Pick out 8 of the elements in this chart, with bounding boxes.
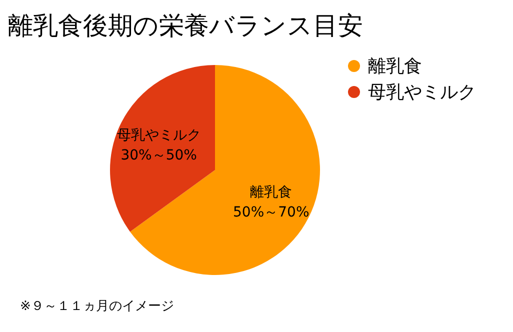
legend-label: 離乳食 bbox=[368, 56, 422, 77]
slice-label: 母乳やミルク bbox=[116, 127, 201, 144]
text: 50%～70% bbox=[233, 204, 310, 221]
chart-title: 離乳食後期の栄養バランス目安 bbox=[8, 11, 363, 40]
slice-label: 離乳食 bbox=[250, 184, 292, 201]
text: ※９～１１ヵ月のイメージ bbox=[20, 299, 174, 314]
legend-label: 母乳やミルク bbox=[368, 82, 476, 103]
text: 30%～50% bbox=[120, 147, 197, 164]
